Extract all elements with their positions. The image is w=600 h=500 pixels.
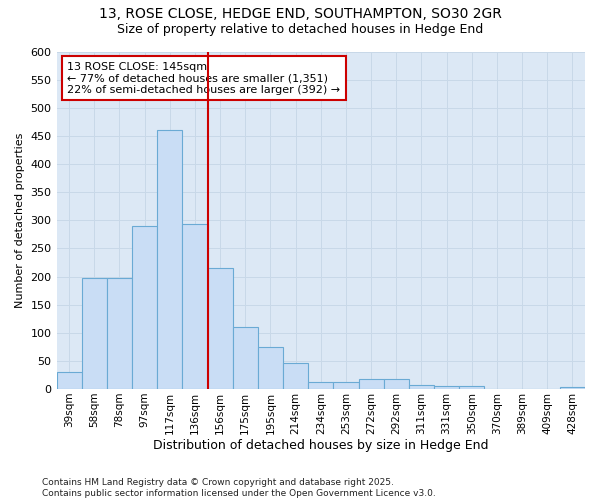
Bar (56, 372, 82, 389)
Bar (157, 130, 182, 389)
Text: Size of property relative to detached houses in Hedge End: Size of property relative to detached ho… (117, 22, 483, 36)
Bar (182, 224, 208, 389)
Y-axis label: Number of detached properties: Number of detached properties (15, 132, 25, 308)
X-axis label: Distribution of detached houses by size in Hedge End: Distribution of detached houses by size … (153, 440, 488, 452)
Text: Contains HM Land Registry data © Crown copyright and database right 2025.
Contai: Contains HM Land Registry data © Crown c… (42, 478, 436, 498)
Text: 13, ROSE CLOSE, HEDGE END, SOUTHAMPTON, SO30 2GR: 13, ROSE CLOSE, HEDGE END, SOUTHAMPTON, … (98, 8, 502, 22)
Bar (283, 362, 308, 389)
Bar (132, 226, 157, 389)
Text: 13 ROSE CLOSE: 145sqm
← 77% of detached houses are smaller (1,351)
22% of semi-d: 13 ROSE CLOSE: 145sqm ← 77% of detached … (67, 62, 340, 95)
Bar (359, 380, 383, 389)
Bar (383, 380, 409, 389)
Bar (308, 382, 334, 389)
Bar (233, 327, 258, 389)
Bar (409, 384, 434, 389)
Bar (208, 268, 233, 389)
Bar (560, 388, 585, 389)
Bar (82, 278, 107, 389)
Bar (107, 278, 132, 389)
Bar (459, 386, 484, 389)
Bar (434, 386, 459, 389)
Bar (334, 382, 359, 389)
Bar (258, 347, 283, 389)
